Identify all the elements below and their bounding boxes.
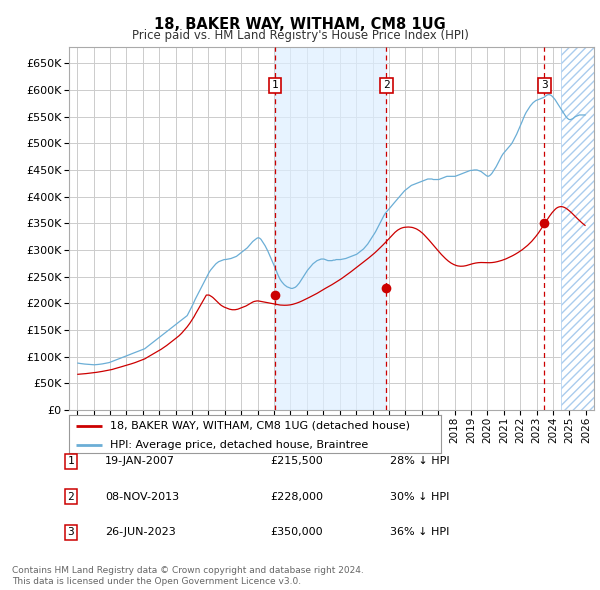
Text: 08-NOV-2013: 08-NOV-2013 (105, 492, 179, 502)
Text: Price paid vs. HM Land Registry's House Price Index (HPI): Price paid vs. HM Land Registry's House … (131, 30, 469, 42)
Text: Contains HM Land Registry data © Crown copyright and database right 2024.: Contains HM Land Registry data © Crown c… (12, 566, 364, 575)
Text: £228,000: £228,000 (270, 492, 323, 502)
Text: £215,500: £215,500 (270, 457, 323, 466)
Text: 19-JAN-2007: 19-JAN-2007 (105, 457, 175, 466)
Text: 1: 1 (272, 80, 278, 90)
Text: This data is licensed under the Open Government Licence v3.0.: This data is licensed under the Open Gov… (12, 577, 301, 586)
Text: 26-JUN-2023: 26-JUN-2023 (105, 527, 176, 537)
Bar (561, 47, 594, 410)
Text: 18, BAKER WAY, WITHAM, CM8 1UG: 18, BAKER WAY, WITHAM, CM8 1UG (154, 17, 446, 31)
Text: 28% ↓ HPI: 28% ↓ HPI (390, 457, 449, 466)
Bar (275, 47, 386, 410)
Text: 30% ↓ HPI: 30% ↓ HPI (390, 492, 449, 502)
Text: £350,000: £350,000 (270, 527, 323, 537)
Text: 36% ↓ HPI: 36% ↓ HPI (390, 527, 449, 537)
Text: 3: 3 (541, 80, 548, 90)
Text: 2: 2 (67, 492, 74, 502)
Text: 18, BAKER WAY, WITHAM, CM8 1UG (detached house): 18, BAKER WAY, WITHAM, CM8 1UG (detached… (110, 421, 410, 431)
Text: 3: 3 (67, 527, 74, 537)
Text: 1: 1 (67, 457, 74, 466)
Text: 2: 2 (383, 80, 390, 90)
Text: HPI: Average price, detached house, Braintree: HPI: Average price, detached house, Brai… (110, 440, 368, 450)
Bar (561, 47, 594, 410)
